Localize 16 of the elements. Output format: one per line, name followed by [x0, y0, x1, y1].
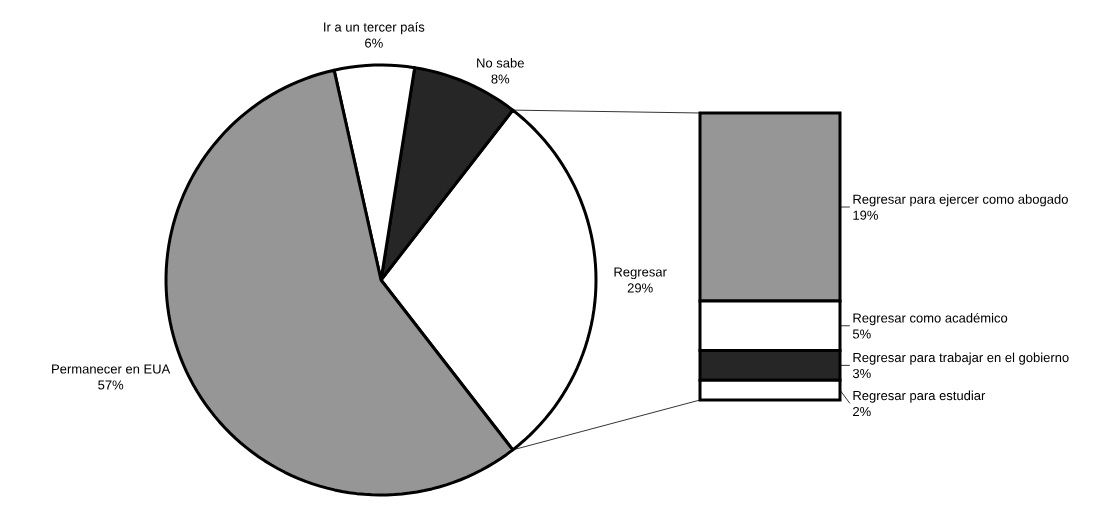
series-label: Regresar para estudiar [853, 390, 986, 403]
data-label: 57% [98, 380, 124, 390]
slice-label: Ir a un tercer país [324, 21, 425, 35]
series-label: Regresar para ejercer como abogado [853, 194, 1068, 207]
slice-label: No sabe [477, 58, 524, 68]
data-label: 6% [365, 38, 383, 48]
data-label: 3% [852, 368, 871, 379]
slice-label: Regresar [614, 267, 667, 280]
data-label: 8% [491, 74, 510, 84]
data-label: 29% [627, 283, 653, 293]
data-label: 5% [852, 329, 871, 339]
series-label: Regresar como académico [853, 312, 1008, 326]
slice-label: Permanecer en EUA [52, 364, 171, 374]
data-label: 2% [853, 406, 871, 417]
series-label: Regresar para trabajar en el gobierno [853, 352, 1069, 365]
data-label: 19% [853, 210, 878, 220]
